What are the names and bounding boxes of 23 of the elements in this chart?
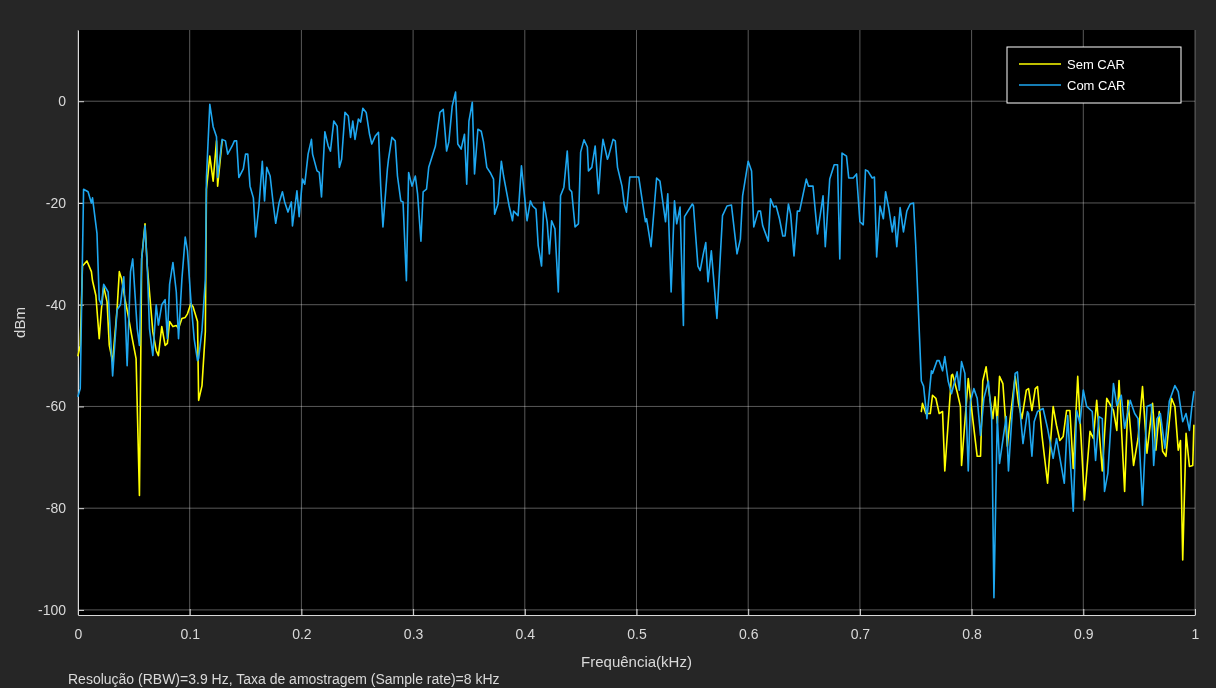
legend-label: Com CAR <box>1067 78 1126 93</box>
y-tick-label: -40 <box>45 296 67 313</box>
x-tick-label: 0.4 <box>515 625 536 642</box>
line-series <box>77 91 1195 599</box>
x-tick-label: 0.1 <box>180 625 201 642</box>
y-tick-label: -60 <box>45 398 67 415</box>
x-tick-label: 0.2 <box>292 625 312 642</box>
x-tick-label: 0.7 <box>850 625 871 642</box>
y-tick-label: 0 <box>58 93 67 110</box>
legend-label: Sem CAR <box>1067 57 1125 72</box>
y-tick-label: -80 <box>45 500 67 517</box>
x-tick-label: 1 <box>1191 625 1200 642</box>
x-tick-label: 0.6 <box>738 625 759 642</box>
y-tick-label: -20 <box>45 194 67 211</box>
x-tick-label: 0.3 <box>403 625 424 642</box>
x-tick-label: 0 <box>74 625 83 642</box>
y-axis-title: dBm <box>11 307 28 338</box>
x-axis-title: Frequência(kHz) <box>581 653 692 670</box>
text: Resolução (RBW)=3.9 Hz, Taxa de amostragem (Sample rate)=8 kHz <box>68 671 500 687</box>
x-tick-label: 0.9 <box>1074 625 1094 642</box>
x-tick-label: 0.5 <box>627 625 647 642</box>
y-tick-label: -100 <box>37 601 67 618</box>
x-tick-label: 0.8 <box>962 625 983 642</box>
